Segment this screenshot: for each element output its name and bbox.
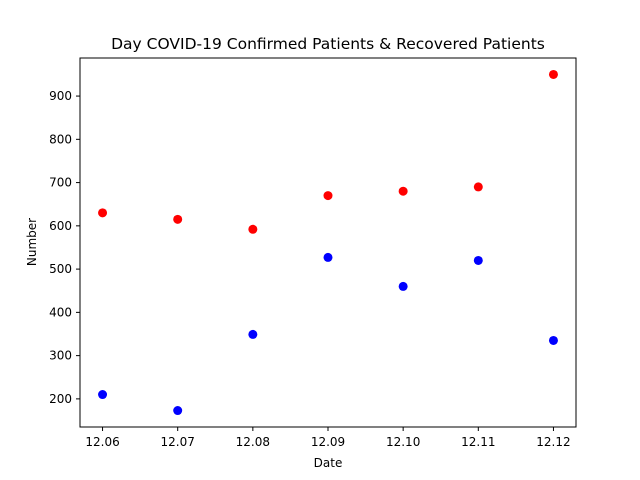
- point-series-1-12.07: [173, 214, 183, 224]
- y-axis: 200 300 400 500 600 700 800 900: [49, 89, 80, 406]
- x-tick-label: 12.07: [161, 435, 195, 449]
- point-series-2-12.12: [548, 335, 558, 345]
- point-series-2-12.10: [398, 281, 408, 291]
- x-axis: 12.06 12.07 12.08 12.09 12.10 12.11 12.12: [85, 427, 571, 449]
- point-series-1-12.11: [473, 182, 483, 192]
- y-axis-label: Number: [25, 218, 39, 266]
- x-tick-label: 12.11: [461, 435, 495, 449]
- y-tick-label: 800: [49, 132, 72, 146]
- point-series-1-12.09: [323, 191, 333, 201]
- point-series-1-12.06: [98, 208, 108, 218]
- point-series-1-12.08: [248, 224, 258, 234]
- y-tick-label: 400: [49, 305, 72, 319]
- point-series-1-12.10: [398, 186, 408, 196]
- point-series-2-12.06: [98, 390, 108, 400]
- chart-title: Day COVID-19 Confirmed Patients & Recove…: [111, 35, 545, 53]
- x-tick-label: 12.08: [236, 435, 270, 449]
- y-tick-label: 300: [49, 349, 72, 363]
- x-tick-label: 12.06: [85, 435, 119, 449]
- y-tick-label: 700: [49, 176, 72, 190]
- y-tick-label: 200: [49, 392, 72, 406]
- axes-frame: [79, 57, 577, 428]
- point-series-2-12.09: [323, 252, 333, 262]
- point-series-2-12.08: [248, 329, 258, 339]
- x-tick-label: 12.10: [386, 435, 420, 449]
- y-tick-label: 900: [49, 89, 72, 103]
- x-tick-label: 12.09: [311, 435, 345, 449]
- x-axis-label: Date: [314, 456, 343, 470]
- point-series-2-12.11: [473, 255, 483, 265]
- plot-area: [98, 69, 558, 416]
- y-tick-label: 600: [49, 219, 72, 233]
- point-series-2-12.07: [173, 406, 183, 416]
- point-series-1-12.12: [548, 69, 558, 79]
- x-tick-label: 12.12: [536, 435, 570, 449]
- y-tick-label: 500: [49, 262, 72, 276]
